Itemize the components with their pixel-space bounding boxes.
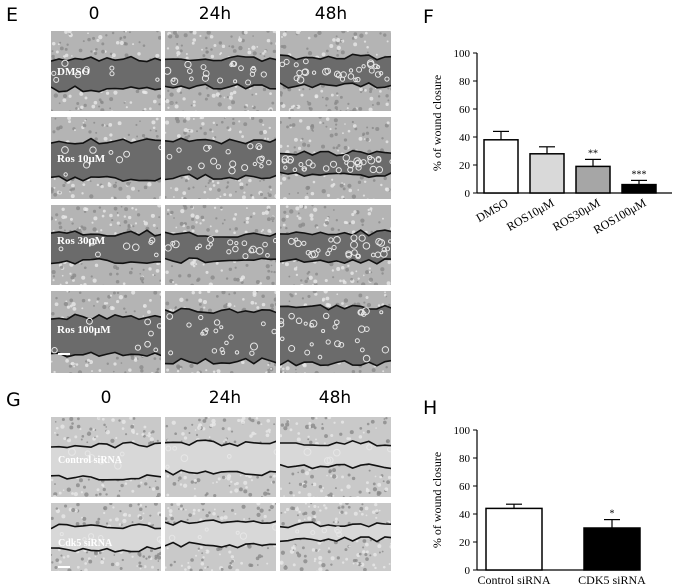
y-axis-label: % of wound closure	[430, 452, 444, 548]
bar-2	[583, 527, 641, 571]
y-tick-label: 20	[459, 537, 471, 549]
scale-bar-g	[58, 566, 70, 568]
bar-chart-h: 0 20 40 60 80 100 % of wound closure Control si…	[430, 425, 646, 586]
panel-letter-h: H	[423, 397, 438, 419]
micrograph-g-r1-c3	[279, 416, 392, 498]
timepoint-header-24h: 24h	[198, 4, 232, 24]
row-label-ros-30: Ros 30μM	[57, 235, 106, 247]
y-tick-label: 80	[459, 453, 471, 465]
y-tick-label: 60	[459, 481, 471, 493]
micrograph-g-r2-c3	[279, 502, 392, 572]
micrograph-e-r4-c1	[50, 290, 162, 374]
micrograph-e-r3-c2	[164, 204, 277, 286]
micrograph-g-r1-c1	[50, 416, 162, 498]
y-tick-label: 20	[459, 160, 471, 172]
row-label-ros-100: Ros 100μM	[57, 324, 111, 336]
y-tick-label: 100	[454, 48, 471, 60]
bar-1	[485, 507, 543, 571]
timepoint-header-48h-g: 48h	[318, 388, 352, 408]
micrograph-e-r3-c1	[50, 204, 162, 286]
micrograph-g-r1-c2	[164, 416, 277, 498]
timepoint-header-24h-g: 24h	[208, 388, 242, 408]
timepoint-header-0h: 0	[88, 4, 100, 24]
scale-bar-e	[58, 353, 70, 355]
y-tick-label: 40	[459, 132, 471, 144]
micrograph-e-r2-c3	[279, 116, 392, 200]
bar-3	[575, 165, 611, 194]
x-category-label-4: ROS100μM	[591, 195, 649, 237]
row-label-ros-10: Ros 10μM	[57, 153, 106, 165]
panel-letter-g: G	[6, 389, 21, 411]
panel-letter-f: F	[423, 6, 434, 28]
y-axis-label: % of wound closure	[430, 75, 444, 171]
micrograph-e-r1-c1	[50, 30, 162, 112]
micrograph-e-r3-c3	[279, 204, 392, 286]
panel-letter-e: E	[6, 4, 19, 26]
significance-marker-2: *	[610, 509, 615, 520]
significance-marker-3: **	[588, 148, 598, 159]
micrograph-e-r2-c2	[164, 116, 277, 200]
timepoint-header-0h-g: 0	[100, 388, 112, 408]
y-tick-label: 60	[459, 104, 471, 116]
y-tick-label: 100	[454, 425, 471, 437]
x-category-label-2: CDK5 siRNA	[578, 573, 646, 586]
row-label-dmso: DMSO	[57, 66, 90, 78]
row-label-cdk5-sirna: Cdk5 siRNA	[58, 538, 113, 549]
micrograph-e-r4-c2	[164, 290, 277, 374]
y-tick-label: 80	[459, 76, 471, 88]
micrograph-e-r1-c3	[279, 30, 392, 112]
x-category-label-2: ROS10μM	[504, 195, 557, 234]
bar-4	[621, 183, 657, 194]
x-category-label-1: Control siRNA	[477, 573, 550, 586]
micrograph-g-r2-c1	[50, 502, 162, 572]
row-label-control-sirna: Control siRNA	[58, 455, 122, 466]
micrograph-e-r2-c1	[50, 116, 162, 200]
micrograph-g-r2-c2	[164, 502, 277, 572]
micrograph-e-r1-c2	[164, 30, 277, 112]
y-tick-label: 0	[465, 188, 471, 200]
micrograph-e-r4-c3	[279, 290, 392, 374]
y-tick-label: 40	[459, 509, 471, 521]
timepoint-header-48h: 48h	[314, 4, 348, 24]
y-tick-label: 0	[465, 565, 471, 577]
bar-2	[529, 153, 565, 194]
bar-1	[483, 139, 519, 194]
significance-marker-4: ***	[632, 169, 647, 180]
